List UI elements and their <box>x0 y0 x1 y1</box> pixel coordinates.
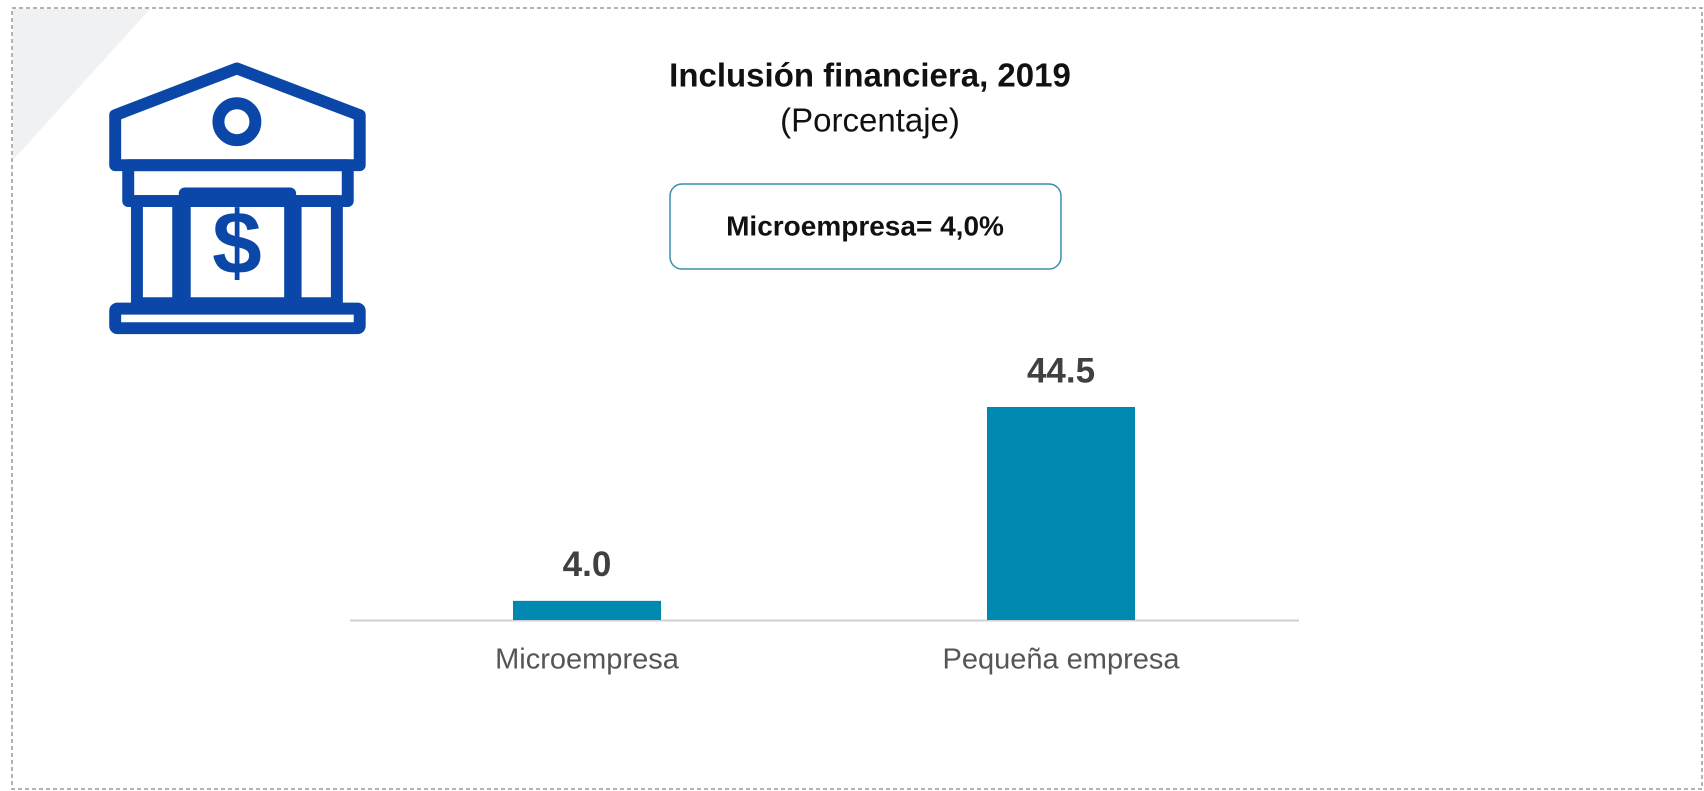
x-tick-label: Pequeña empresa <box>943 644 1181 676</box>
annotation-box <box>669 183 1062 270</box>
value-label: 44.5 <box>1027 351 1095 390</box>
chart-subtitle: (Porcentaje) <box>780 102 960 139</box>
bar <box>513 600 661 620</box>
annotation: Microempresa= 4,0% <box>726 210 1004 241</box>
chart-title: Inclusión financiera, 2019 <box>669 57 1071 94</box>
svg-text:$: $ <box>212 192 262 292</box>
bank-icon: $ <box>109 62 366 335</box>
x-tick-label: Microempresa <box>495 644 680 676</box>
corner-decoration <box>13 9 150 160</box>
bar <box>987 407 1135 620</box>
frame <box>11 7 1703 790</box>
value-label: 4.0 <box>563 545 612 584</box>
